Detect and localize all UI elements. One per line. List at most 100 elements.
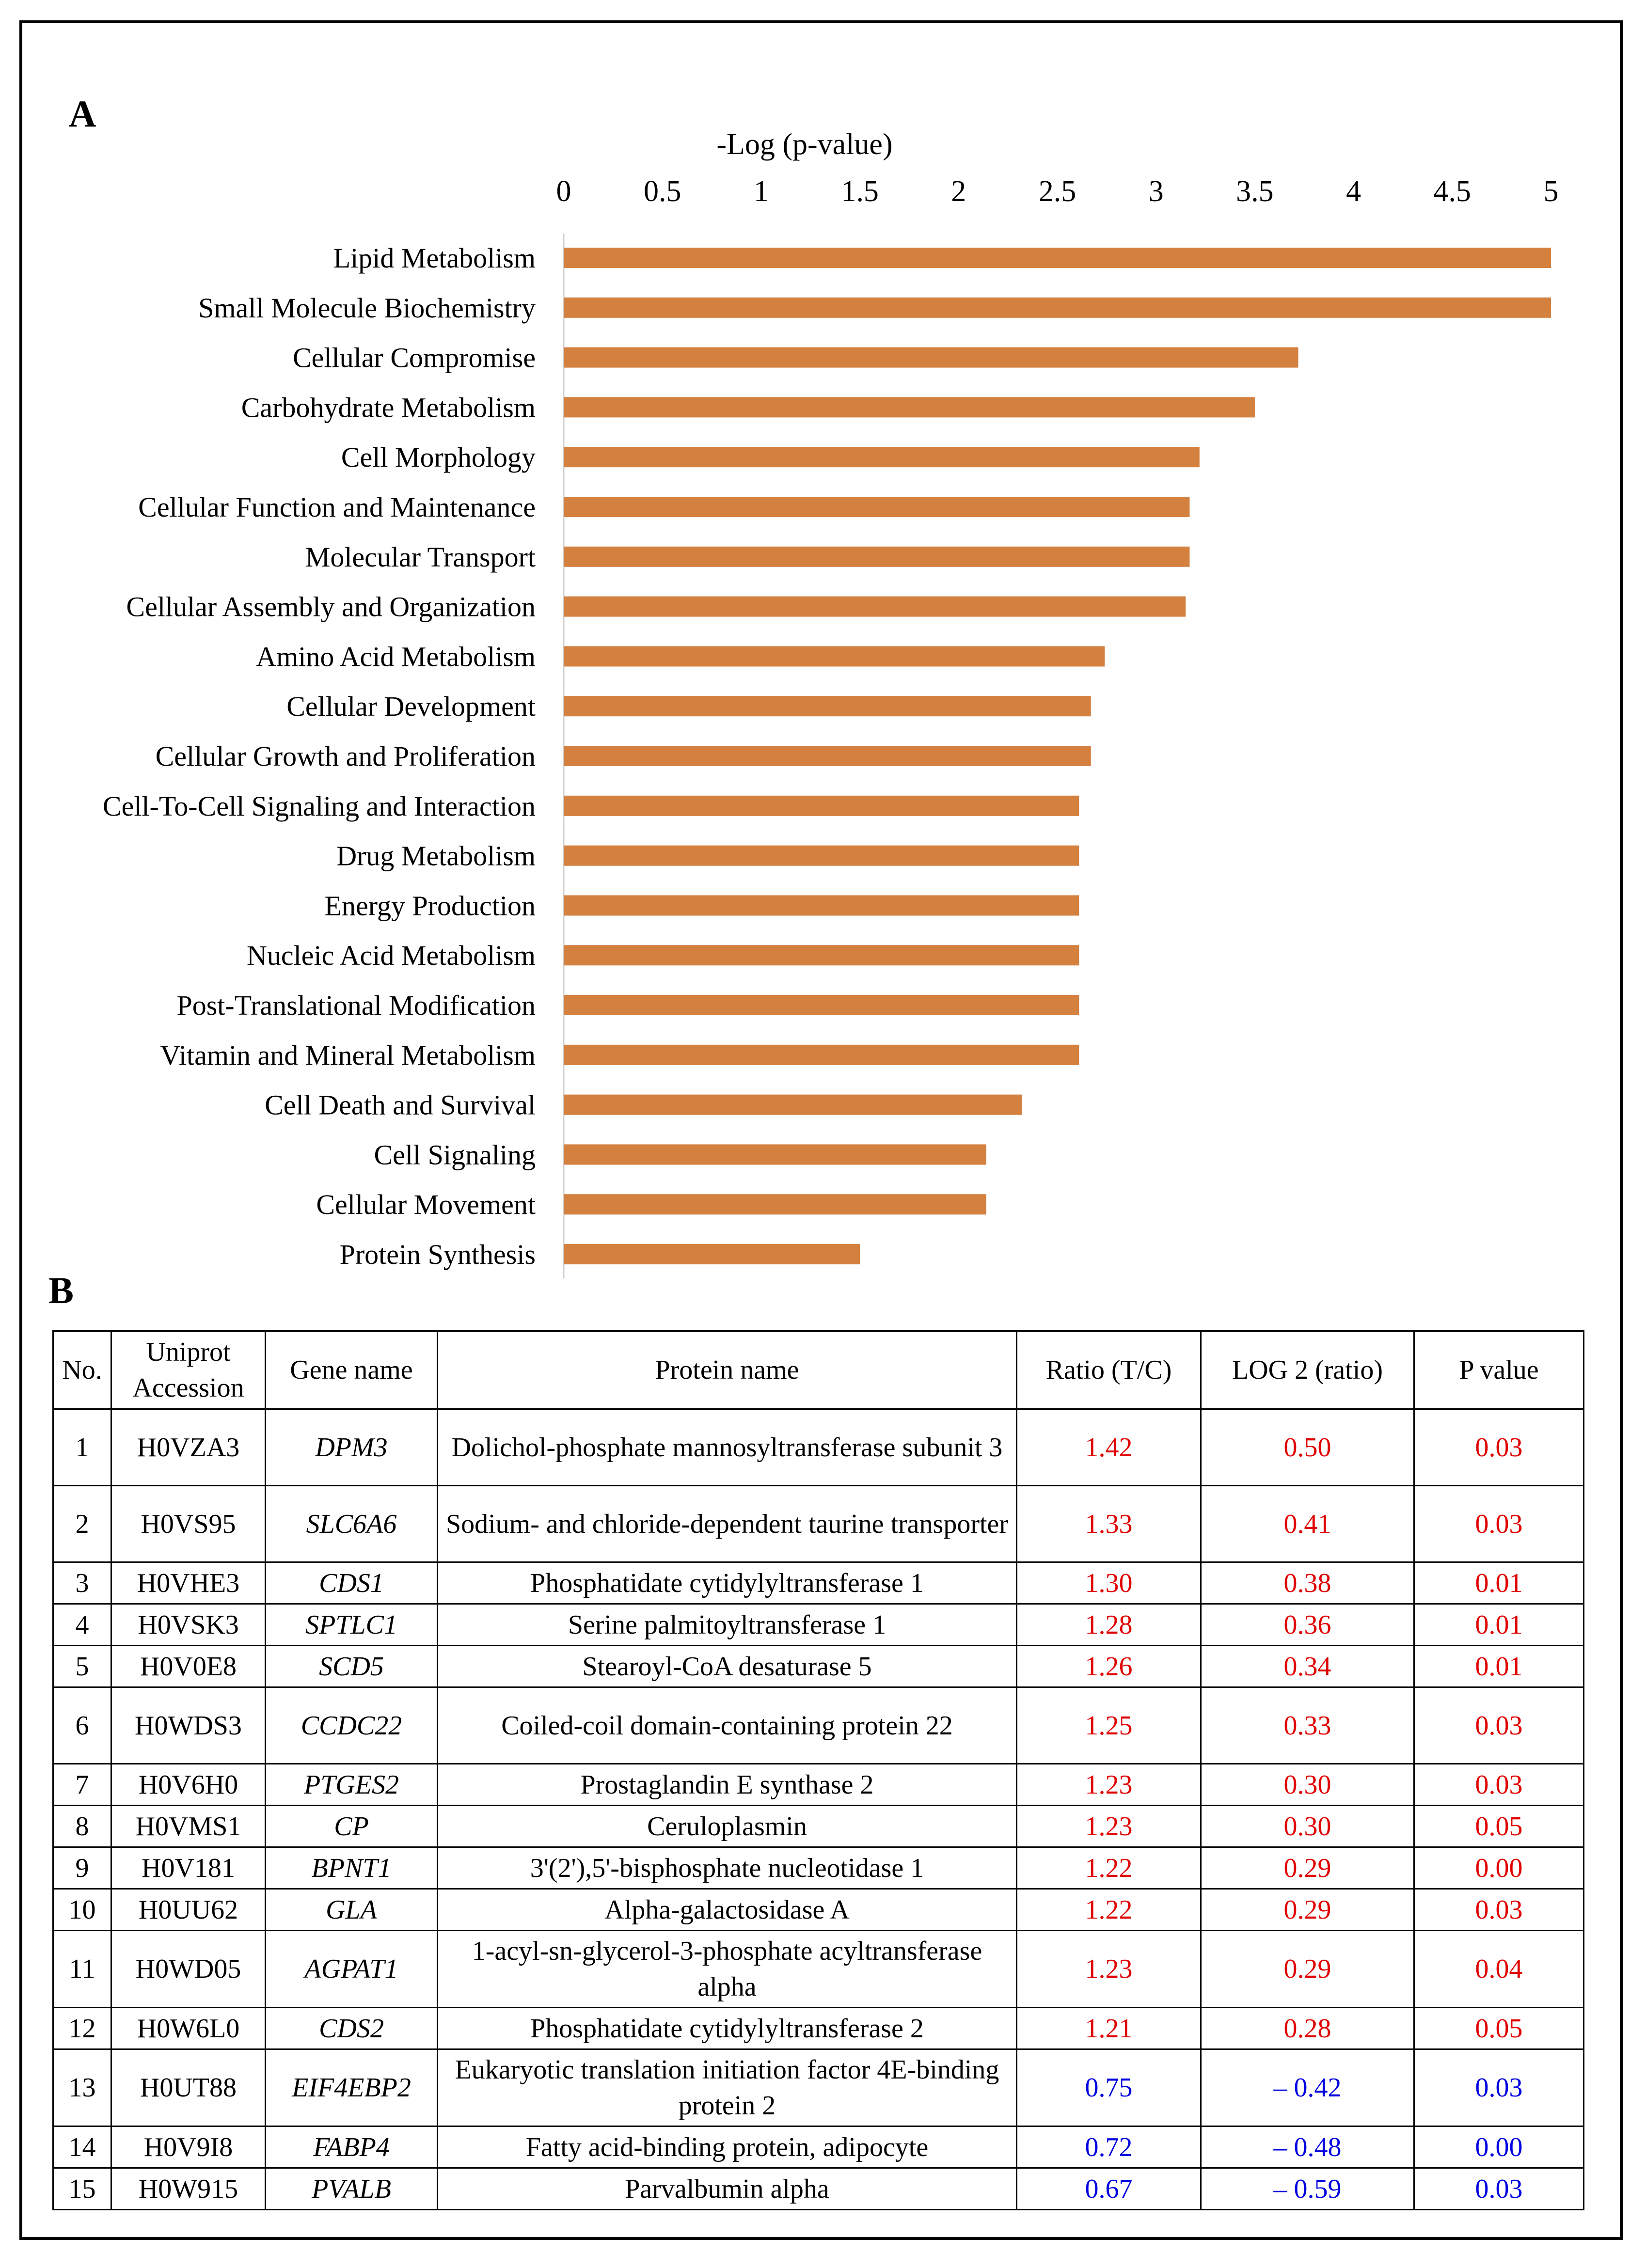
- header-log2: LOG 2 (ratio): [1200, 1330, 1415, 1410]
- cell-gene: CDS1: [265, 1561, 438, 1605]
- bar: [564, 995, 1079, 1015]
- cell-gene: SCD5: [265, 1645, 438, 1688]
- header-gene: Gene name: [265, 1330, 438, 1410]
- table-row: 6 H0WDS3 CCDC22 Coiled-coil domain-containi…: [52, 1686, 1584, 1764]
- category-label: Vitamin and Mineral Metabolism: [160, 1040, 536, 1071]
- bar: [564, 297, 1551, 318]
- cell-no: 9: [52, 1846, 112, 1890]
- cell-ratio: 1.22: [1016, 1846, 1202, 1890]
- cell-pvalue: 0.03: [1413, 2167, 1584, 2210]
- table-row: 9 H0V181 BPNT1 3'(2'),5'-bisphosphate nucle…: [52, 1846, 1584, 1890]
- cell-no: 15: [52, 2167, 112, 2210]
- cell-accession: H0W6L0: [111, 2007, 266, 2050]
- cell-accession: H0VZA3: [111, 1408, 266, 1486]
- table-row: 15 H0W915 PVALB Parvalbumin alpha 0.67– 0.59…: [52, 2167, 1584, 2210]
- cell-accession: H0V181: [111, 1846, 266, 1890]
- bar: [564, 347, 1298, 368]
- table-row: 2 H0VS95 SLC6A6 Sodium- and chloride-depend…: [52, 1485, 1584, 1563]
- cell-gene: CP: [265, 1805, 438, 1848]
- bar: [564, 1044, 1079, 1065]
- cell-log2: 0.28: [1200, 2007, 1415, 2050]
- panel-a-label: A: [69, 93, 96, 135]
- figure-frame: [19, 20, 1623, 2240]
- cell-gene: SLC6A6: [265, 1485, 438, 1563]
- cell-log2: – 0.42: [1200, 2048, 1415, 2127]
- bar: [564, 1194, 986, 1215]
- cell-no: 6: [52, 1686, 112, 1764]
- cell-accession: H0VHE3: [111, 1561, 266, 1605]
- cell-accession: H0V9I8: [111, 2126, 266, 2169]
- cell-no: 3: [52, 1561, 112, 1605]
- cell-protein: Phosphatidate cytidylyltransferase 2: [437, 2007, 1017, 2050]
- cell-accession: H0WDS3: [111, 1686, 266, 1764]
- cell-no: 8: [52, 1805, 112, 1848]
- cell-pvalue: 0.00: [1413, 1846, 1584, 1890]
- cell-protein: Eukaryotic translation initiation factor…: [437, 2048, 1017, 2127]
- cell-log2: 0.41: [1200, 1485, 1415, 1563]
- cell-gene: PTGES2: [265, 1763, 438, 1806]
- x-tick-label: 2: [951, 175, 966, 208]
- cell-gene: FABP4: [265, 2126, 438, 2169]
- category-label: Cellular Function and Maintenance: [138, 491, 536, 523]
- cell-ratio: 1.28: [1016, 1603, 1202, 1646]
- cell-gene: AGPAT1: [265, 1930, 438, 2008]
- cell-no: 12: [52, 2007, 112, 2050]
- cell-ratio: 1.21: [1016, 2007, 1202, 2050]
- cell-pvalue: 0.04: [1413, 1930, 1584, 2008]
- x-axis-ticks: 0 0.5 1 1.5 2 2.5 3 3.5 4 4.5 5: [556, 175, 1559, 208]
- cell-pvalue: 0.00: [1413, 2126, 1584, 2169]
- bar: [564, 945, 1079, 966]
- header-no: No.: [52, 1330, 112, 1410]
- table-row: 12 H0W6L0 CDS2 Phosphatidate cytidylyltrans…: [52, 2007, 1584, 2050]
- cell-ratio: 1.26: [1016, 1645, 1202, 1688]
- cell-no: 4: [52, 1603, 112, 1646]
- cell-log2: 0.33: [1200, 1686, 1415, 1764]
- cell-no: 14: [52, 2126, 112, 2169]
- protein-table-container: No. Uniprot Accession Gene name Protein …: [52, 1330, 1584, 2210]
- cell-log2: 0.34: [1200, 1645, 1415, 1688]
- bar-chart: -Log (p-value) 0 0.5 1 1.5 2 2.5 3 3.5 4 4.5 5 Lip…: [103, 128, 1559, 1278]
- cell-protein: Alpha-galactosidase A: [437, 1888, 1017, 1931]
- bar: [564, 746, 1091, 766]
- cell-ratio: 0.72: [1016, 2126, 1202, 2169]
- bar: [564, 895, 1079, 916]
- bar: [564, 845, 1079, 866]
- category-label: Cellular Compromise: [293, 342, 536, 374]
- cell-pvalue: 0.03: [1413, 1763, 1584, 1806]
- cell-protein: Serine palmitoyltransferase 1: [437, 1603, 1017, 1646]
- category-label: Cellular Movement: [316, 1189, 536, 1220]
- cell-accession: H0UU62: [111, 1888, 266, 1931]
- category-label: Amino Acid Metabolism: [256, 641, 536, 672]
- table-row: 5 H0V0E8 SCD5 Stearoyl-CoA desaturase 5 1.26…: [52, 1645, 1584, 1688]
- x-tick-label: 4: [1346, 175, 1361, 208]
- cell-gene: DPM3: [265, 1408, 438, 1486]
- bar: [564, 248, 1551, 268]
- cell-protein: Phosphatidate cytidylyltransferase 1: [437, 1561, 1017, 1605]
- cell-protein: Dolichol-phosphate mannosyltransferase s…: [437, 1408, 1017, 1486]
- cell-no: 13: [52, 2048, 112, 2127]
- x-tick-label: 0.5: [644, 175, 681, 208]
- x-tick-label: 2.5: [1039, 175, 1076, 208]
- header-pvalue: P value: [1413, 1330, 1584, 1410]
- cell-protein: Prostaglandin E synthase 2: [437, 1763, 1017, 1806]
- bar: [564, 1144, 986, 1165]
- x-tick-label: 0: [556, 175, 571, 208]
- category-label: Drug Metabolism: [336, 840, 536, 872]
- cell-pvalue: 0.03: [1413, 1485, 1584, 1563]
- bar: [564, 596, 1186, 617]
- bar: [564, 795, 1079, 816]
- x-tick-label: 1.5: [841, 175, 879, 208]
- category-label: Small Molecule Biochemistry: [198, 292, 536, 324]
- cell-ratio: 1.33: [1016, 1485, 1202, 1563]
- cell-accession: H0UT88: [111, 2048, 266, 2127]
- table-row: 8 H0VMS1 CP Ceruloplasmin 1.23 0.30 0.05: [52, 1805, 1584, 1848]
- cell-ratio: 0.75: [1016, 2048, 1202, 2127]
- x-tick-label: 3: [1149, 175, 1164, 208]
- cell-ratio: 1.23: [1016, 1763, 1202, 1806]
- x-tick-label: 4.5: [1434, 175, 1472, 208]
- cell-pvalue: 0.05: [1413, 2007, 1584, 2050]
- panel-b-label: B: [48, 1269, 74, 1311]
- bar: [564, 397, 1255, 418]
- cell-ratio: 1.22: [1016, 1888, 1202, 1931]
- cell-log2: 0.29: [1200, 1888, 1415, 1931]
